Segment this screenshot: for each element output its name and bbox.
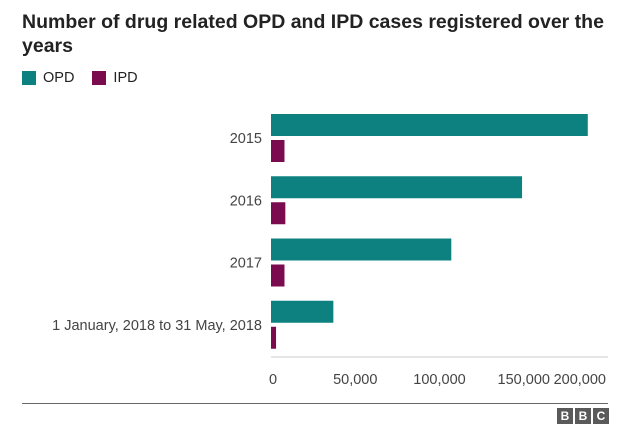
category-label: 1 January, 2018 to 31 May, 2018 [52,318,262,334]
legend-swatch-ipd [92,71,107,85]
category-label: 2015 [230,131,262,147]
bar-opd [271,176,523,199]
legend-item-ipd: IPD [92,70,138,86]
bbc-logo-letter: B [557,408,573,424]
category-label: 2016 [230,193,262,209]
x-tick-label: 100,000 [413,372,465,388]
bbc-logo: B B C [557,408,609,424]
bar-opd [271,114,588,136]
legend-item-opd: OPD [22,70,74,86]
bar-opd [271,300,334,323]
legend-swatch-opd [22,71,36,85]
footer-divider [22,403,608,404]
x-tick-label: 50,000 [333,372,377,388]
x-tick-label: 200,000 [554,372,606,388]
legend-label-ipd: IPD [113,70,138,86]
bbc-logo-letter: B [575,408,591,424]
chart-title: Number of drug related OPD and IPD cases… [22,11,604,57]
bar-ipd [271,264,285,287]
bbc-logo-letter: C [593,408,609,424]
x-tick-label: 150,000 [498,372,550,388]
bar-ipd [271,140,285,162]
bar-ipd [271,202,286,225]
legend: OPD IPD [22,70,156,86]
x-tick-label: 0 [269,372,277,388]
legend-label-opd: OPD [43,70,75,86]
category-label: 2017 [230,256,262,272]
bar-ipd [271,326,277,349]
bar-opd [271,238,452,261]
